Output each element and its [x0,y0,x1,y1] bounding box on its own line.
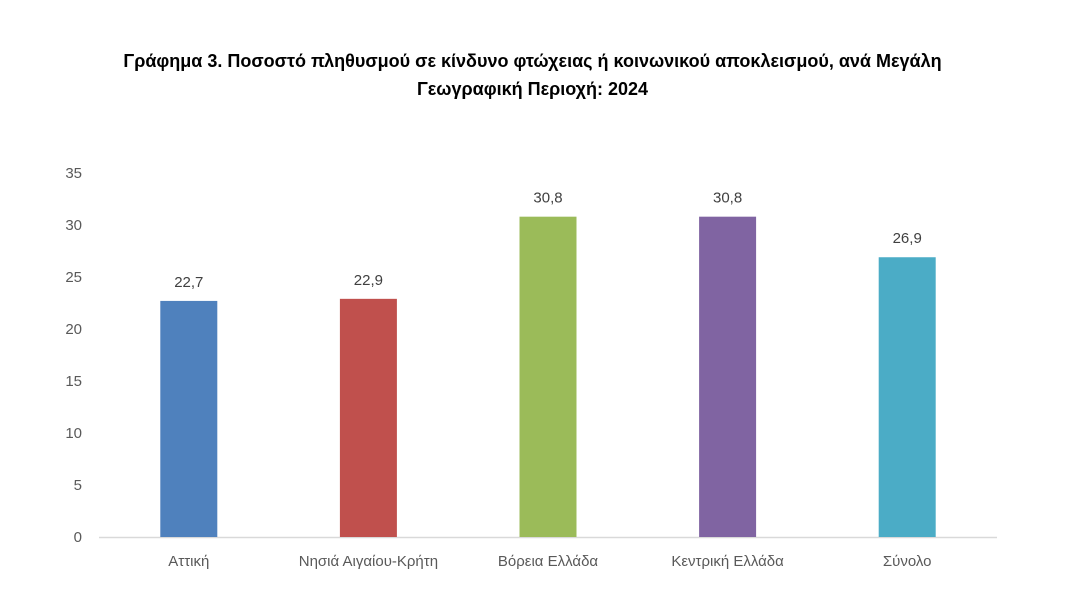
category-labels-group: Αττική Νησιά Αιγαίου-Κρήτη Βόρεια Ελλάδα Κε… [168,553,931,570]
y-tick-label: 30 [65,217,82,234]
chart-title-line-1: Γράφημα 3. Ποσοστό πληθυσμού σε κίνδυνο … [123,51,942,71]
y-tick-label: 20 [65,321,82,338]
chart-title-line-2: Γεωγραφική Περιοχή: 2024 [416,79,649,99]
bar-value-label: 22,7 [174,274,203,291]
x-category-label: Βόρεια Ελλάδα [498,553,599,570]
y-tick-label: 15 [65,373,82,390]
y-tick-label: 25 [65,269,82,286]
bar-value-label: 26,9 [893,230,922,247]
x-category-label: Σύνολο [883,553,932,570]
bar [699,216,757,537]
x-category-label: Νησιά Αιγαίου-Κρήτη [299,553,438,570]
bar-value-label: 22,9 [354,272,383,289]
bar [878,257,936,537]
y-tick-label: 10 [65,425,82,442]
bar [160,300,218,537]
bar-value-label: 30,8 [533,190,562,207]
chart-title: Γράφημα 3. Ποσοστό πληθυσμού σε κίνδυνο … [40,47,1025,103]
value-labels-group: 22,7 22,9 30,8 30,8 26,9 [174,190,922,291]
x-category-label: Αττική [168,553,209,570]
bar-value-label: 30,8 [713,190,742,207]
y-tick-label: 5 [74,477,82,494]
x-category-label: Κεντρική Ελλάδα [671,553,784,570]
y-tick-label: 35 [65,165,82,182]
bar [519,216,577,537]
bar [339,298,397,537]
y-axis-tick-labels: 0 5 10 15 20 25 30 35 [65,165,82,546]
y-tick-label: 0 [74,529,82,546]
bars-group [160,216,936,537]
